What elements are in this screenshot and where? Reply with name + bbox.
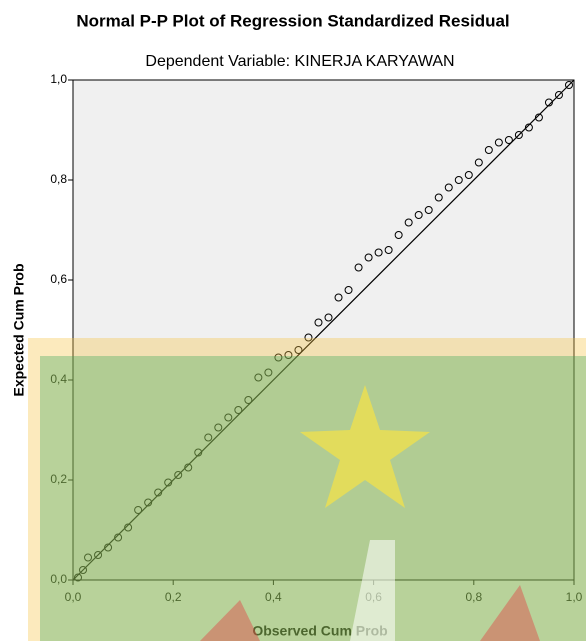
point [294,346,303,354]
point [234,406,243,414]
point [184,463,193,472]
point [474,158,483,167]
point [464,171,473,179]
point [354,263,363,272]
point [334,293,343,302]
point [564,81,573,89]
point [154,488,163,497]
point [84,553,93,562]
point [384,246,393,254]
watermark-shape [200,600,260,641]
point [284,351,293,359]
x-tick-label: 0,2 [165,590,182,604]
point [404,218,413,227]
point [514,131,523,139]
point [314,318,323,327]
point [524,123,533,132]
x-axis-label: Observed Cum Prob [252,623,387,639]
chart-subtitle: Dependent Variable: KINERJA KARYAWAN [145,53,454,70]
reference-line [72,79,575,581]
point [74,573,83,582]
y-tick-label: 0,6 [50,272,67,286]
point [174,471,183,479]
y-tick-label: 0,8 [50,172,67,186]
point [344,286,353,294]
point [79,566,88,574]
point [214,423,223,432]
point [324,313,333,322]
y-tick-label: 1,0 [50,72,67,86]
point [94,551,103,559]
point [504,136,513,144]
point [144,498,153,507]
x-tick-label: 0,6 [365,590,382,604]
point [444,183,453,192]
point [134,506,143,514]
plot-frame [72,79,575,581]
point [374,248,383,257]
point [544,98,553,107]
point [434,193,443,202]
point [304,333,313,342]
point [364,253,373,262]
x-tick-label: 0,0 [65,590,82,604]
point [394,231,403,239]
y-tick-label: 0,4 [50,372,67,386]
point [254,373,263,382]
point [204,433,213,442]
point [164,478,173,487]
point [264,368,273,377]
point [534,113,543,122]
y-axis-label: Expected Cum Prob [11,263,27,396]
watermark-shape [480,585,540,641]
point [494,138,503,147]
point [274,353,283,362]
point [104,543,113,552]
point [554,91,563,99]
point [124,523,133,532]
y-tick-label: 0,2 [50,472,67,486]
point [244,396,253,404]
point [194,448,203,457]
y-tick-label: 0,0 [50,572,67,586]
chart-title: Normal P-P Plot of Regression Standardiz… [76,11,509,30]
x-tick-label: 1,0 [566,590,583,604]
x-tick-label: 0,8 [465,590,482,604]
x-tick-label: 0,4 [265,590,282,604]
point [414,211,423,219]
point [224,413,233,422]
point [424,206,433,214]
point [484,146,493,154]
point [454,176,463,184]
point [114,533,123,542]
